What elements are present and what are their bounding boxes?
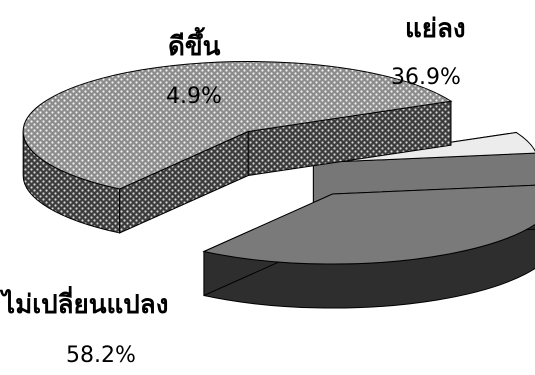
slice-top-no-change <box>22 61 453 190</box>
slice-label-worse: แย่ลง <box>405 14 466 44</box>
slice-value-worse: 36.9% <box>391 65 461 90</box>
slice-label-no-change: ไม่เปลี่ยนแปลง <box>2 290 169 320</box>
slice-label-better: ดีขึ้น <box>168 32 221 62</box>
slice-top-worse <box>202 184 535 265</box>
slice-value-no-change: 58.2% <box>66 343 136 368</box>
slice-value-better: 4.9% <box>166 84 222 109</box>
